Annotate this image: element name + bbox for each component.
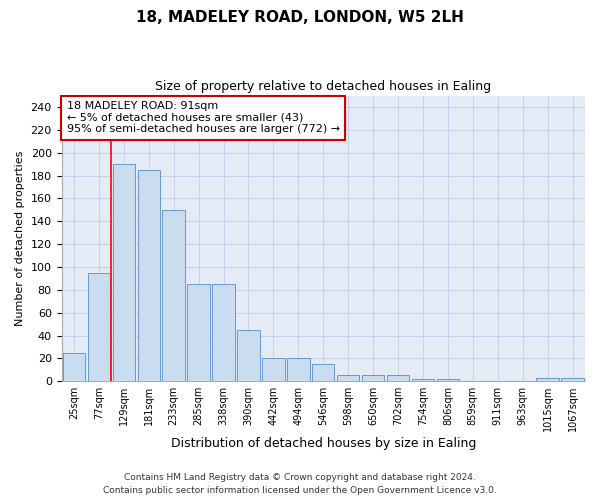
Bar — [63, 352, 85, 381]
Bar — [562, 378, 584, 381]
Text: Contains HM Land Registry data © Crown copyright and database right 2024.
Contai: Contains HM Land Registry data © Crown c… — [103, 474, 497, 495]
Bar — [312, 364, 334, 381]
Bar — [212, 284, 235, 381]
Bar — [187, 284, 210, 381]
Bar — [137, 170, 160, 381]
Bar — [536, 378, 559, 381]
X-axis label: Distribution of detached houses by size in Ealing: Distribution of detached houses by size … — [170, 437, 476, 450]
Bar — [88, 272, 110, 381]
Bar — [163, 210, 185, 381]
Bar — [437, 379, 459, 381]
Bar — [262, 358, 284, 381]
Text: 18 MADELEY ROAD: 91sqm
← 5% of detached houses are smaller (43)
95% of semi-deta: 18 MADELEY ROAD: 91sqm ← 5% of detached … — [67, 102, 340, 134]
Text: 18, MADELEY ROAD, LONDON, W5 2LH: 18, MADELEY ROAD, LONDON, W5 2LH — [136, 10, 464, 25]
Title: Size of property relative to detached houses in Ealing: Size of property relative to detached ho… — [155, 80, 491, 93]
Bar — [387, 376, 409, 381]
Bar — [113, 164, 135, 381]
Bar — [287, 358, 310, 381]
Bar — [412, 379, 434, 381]
Bar — [337, 376, 359, 381]
Bar — [237, 330, 260, 381]
Y-axis label: Number of detached properties: Number of detached properties — [15, 150, 25, 326]
Bar — [362, 376, 385, 381]
